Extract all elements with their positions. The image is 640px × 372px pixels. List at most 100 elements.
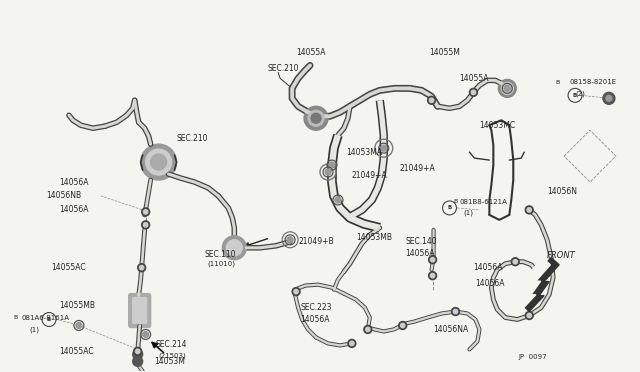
Text: 14056NB: 14056NB xyxy=(46,192,81,201)
Circle shape xyxy=(150,154,166,170)
Circle shape xyxy=(429,256,436,264)
Text: B: B xyxy=(447,205,452,211)
Text: (2): (2) xyxy=(575,90,585,97)
Circle shape xyxy=(429,272,436,280)
Circle shape xyxy=(325,169,331,175)
Text: 14053MC: 14053MC xyxy=(479,121,516,130)
Circle shape xyxy=(525,311,533,320)
Text: SEC.214: SEC.214 xyxy=(156,340,187,349)
Text: SEC.210: SEC.210 xyxy=(177,134,208,143)
Circle shape xyxy=(143,331,148,337)
Text: 14053MA: 14053MA xyxy=(346,148,382,157)
Circle shape xyxy=(504,86,510,92)
Circle shape xyxy=(469,89,477,96)
Circle shape xyxy=(143,223,148,227)
Circle shape xyxy=(381,145,387,151)
Circle shape xyxy=(401,323,405,328)
Circle shape xyxy=(329,162,335,168)
Polygon shape xyxy=(522,258,559,311)
Text: SEC.223: SEC.223 xyxy=(300,303,332,312)
Text: 14056N: 14056N xyxy=(547,187,577,196)
Circle shape xyxy=(428,96,436,104)
Text: B: B xyxy=(454,199,458,205)
Text: 21049+B: 21049+B xyxy=(298,237,333,246)
Circle shape xyxy=(451,308,460,315)
Circle shape xyxy=(294,289,298,294)
Circle shape xyxy=(429,98,434,103)
Circle shape xyxy=(525,206,533,214)
Circle shape xyxy=(364,326,372,333)
Text: FRONT: FRONT xyxy=(547,251,576,260)
Circle shape xyxy=(335,197,341,203)
Text: 14055MB: 14055MB xyxy=(59,301,95,310)
Text: 08158-8201E: 08158-8201E xyxy=(569,79,616,86)
Circle shape xyxy=(399,321,406,330)
Circle shape xyxy=(606,95,612,101)
Circle shape xyxy=(527,313,531,318)
Text: B: B xyxy=(573,93,577,98)
FancyBboxPatch shape xyxy=(129,294,150,327)
Text: 14055M: 14055M xyxy=(429,48,460,57)
Text: SEC.110: SEC.110 xyxy=(204,250,236,259)
Text: (21503): (21503) xyxy=(159,352,186,359)
Text: 14053M: 14053M xyxy=(155,357,186,366)
Text: (1): (1) xyxy=(29,326,39,333)
Circle shape xyxy=(527,208,531,212)
Text: 14056A: 14056A xyxy=(406,249,435,258)
Text: 14056A: 14056A xyxy=(300,315,330,324)
Circle shape xyxy=(76,323,82,328)
Text: 081B8-6121A: 081B8-6121A xyxy=(460,199,508,205)
Circle shape xyxy=(136,349,140,353)
Circle shape xyxy=(513,260,518,264)
Text: 14053MB: 14053MB xyxy=(356,233,392,242)
Circle shape xyxy=(365,327,370,332)
Text: 14056A: 14056A xyxy=(476,279,505,288)
Circle shape xyxy=(222,236,246,260)
Text: SEC.210: SEC.210 xyxy=(267,64,299,73)
Text: 14055AC: 14055AC xyxy=(51,263,86,272)
Circle shape xyxy=(141,144,177,180)
Text: SEC.140: SEC.140 xyxy=(406,237,437,246)
Circle shape xyxy=(141,221,150,229)
Circle shape xyxy=(311,113,321,123)
Text: 14056A: 14056A xyxy=(59,177,88,186)
Circle shape xyxy=(132,349,143,359)
Circle shape xyxy=(287,237,293,243)
Circle shape xyxy=(143,210,148,214)
Circle shape xyxy=(292,288,300,296)
Circle shape xyxy=(430,273,435,278)
Text: (11010): (11010) xyxy=(207,260,236,267)
Circle shape xyxy=(349,341,354,346)
Circle shape xyxy=(348,339,356,347)
Text: (1): (1) xyxy=(463,210,474,216)
Text: 21049+A: 21049+A xyxy=(352,170,388,180)
Circle shape xyxy=(304,106,328,130)
Circle shape xyxy=(146,149,172,175)
Polygon shape xyxy=(515,258,550,310)
Text: 21049+A: 21049+A xyxy=(400,164,435,173)
Circle shape xyxy=(134,347,141,355)
Circle shape xyxy=(141,208,150,216)
Circle shape xyxy=(501,82,513,94)
Circle shape xyxy=(453,310,458,314)
Circle shape xyxy=(308,110,324,126)
Circle shape xyxy=(511,258,519,266)
Text: 14055A: 14055A xyxy=(296,48,326,57)
Circle shape xyxy=(603,92,615,104)
Circle shape xyxy=(471,90,476,94)
Text: 14056NA: 14056NA xyxy=(433,325,469,334)
Text: JP  0097: JP 0097 xyxy=(518,355,547,360)
Text: B: B xyxy=(13,315,17,320)
FancyBboxPatch shape xyxy=(132,298,147,324)
Circle shape xyxy=(132,356,143,366)
Text: 14056A: 14056A xyxy=(474,263,503,272)
Circle shape xyxy=(430,257,435,262)
Text: 14056A: 14056A xyxy=(59,205,88,214)
Circle shape xyxy=(140,266,144,270)
Circle shape xyxy=(138,264,146,272)
Text: B: B xyxy=(555,80,559,85)
Circle shape xyxy=(499,79,516,97)
Text: B: B xyxy=(47,317,51,322)
Text: 14055AC: 14055AC xyxy=(59,347,93,356)
Text: 14055A: 14055A xyxy=(460,74,489,83)
